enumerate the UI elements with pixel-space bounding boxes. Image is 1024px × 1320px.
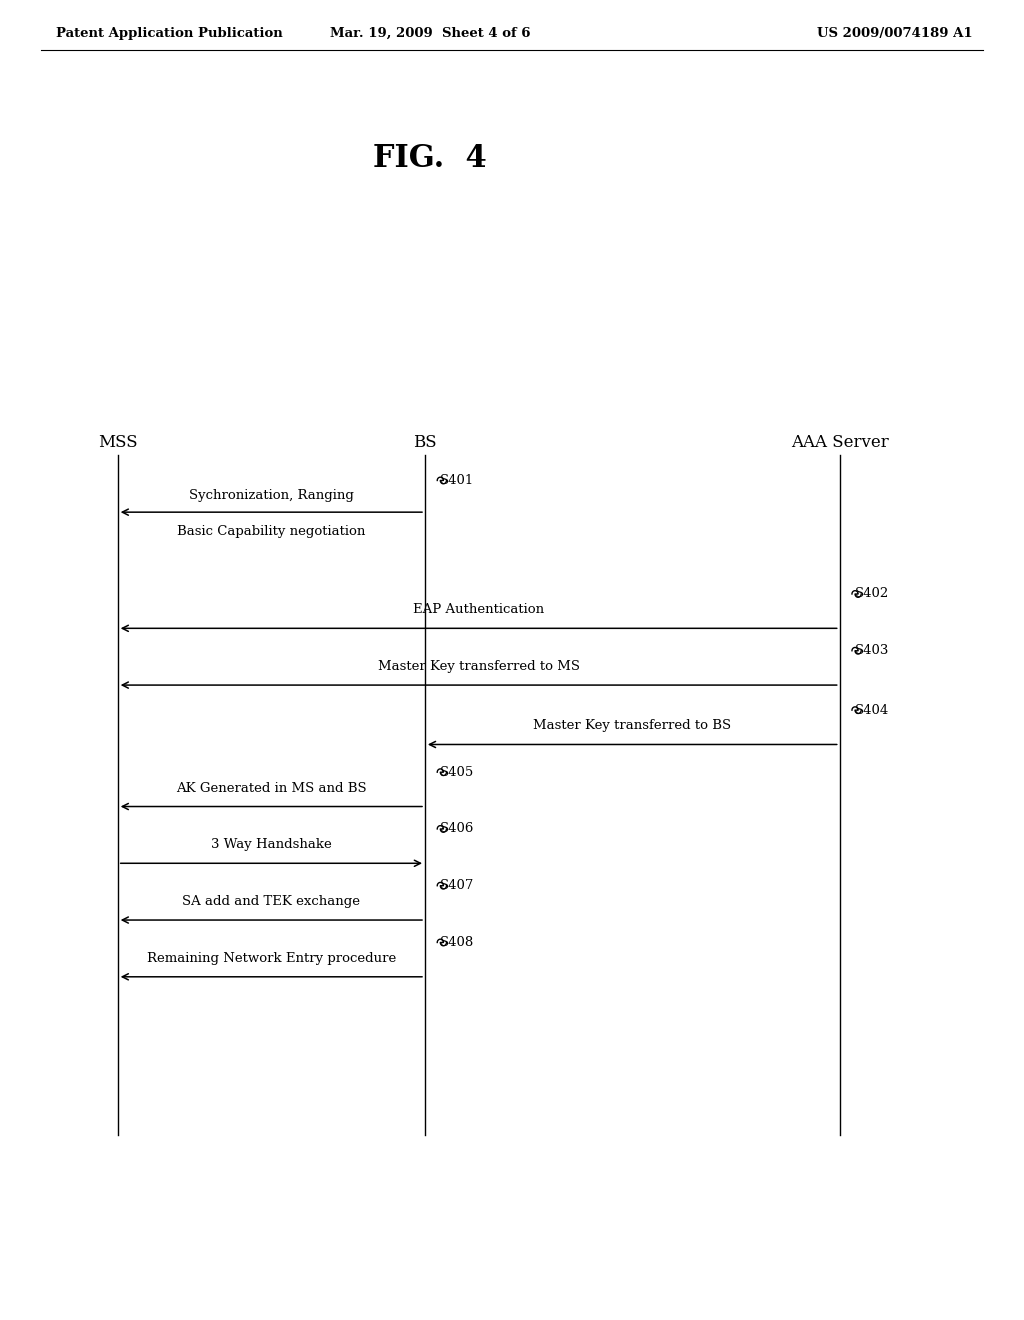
Text: AK Generated in MS and BS: AK Generated in MS and BS [176, 781, 367, 795]
Text: S406: S406 [440, 822, 475, 836]
Text: FIG.  4: FIG. 4 [373, 143, 487, 174]
Text: Master Key transferred to MS: Master Key transferred to MS [378, 660, 580, 673]
Text: MSS: MSS [98, 434, 137, 450]
Text: Basic Capability negotiation: Basic Capability negotiation [177, 525, 366, 539]
Text: S407: S407 [440, 879, 475, 892]
Text: Master Key transferred to BS: Master Key transferred to BS [534, 719, 731, 733]
Text: S404: S404 [855, 704, 889, 717]
Text: Patent Application Publication: Patent Application Publication [56, 26, 283, 40]
Text: S402: S402 [855, 587, 889, 601]
Text: Mar. 19, 2009  Sheet 4 of 6: Mar. 19, 2009 Sheet 4 of 6 [330, 26, 530, 40]
Text: S408: S408 [440, 936, 474, 949]
Text: S405: S405 [440, 766, 474, 779]
Text: Remaining Network Entry procedure: Remaining Network Entry procedure [146, 952, 396, 965]
Text: 3 Way Handshake: 3 Way Handshake [211, 838, 332, 851]
Text: S401: S401 [440, 474, 474, 487]
Text: Sychronization, Ranging: Sychronization, Ranging [188, 488, 354, 502]
Text: EAP Authentication: EAP Authentication [413, 603, 545, 616]
Text: SA add and TEK exchange: SA add and TEK exchange [182, 895, 360, 908]
Text: BS: BS [413, 434, 437, 450]
Text: AAA Server: AAA Server [791, 434, 889, 450]
Text: US 2009/0074189 A1: US 2009/0074189 A1 [817, 26, 973, 40]
Text: S403: S403 [855, 644, 890, 657]
